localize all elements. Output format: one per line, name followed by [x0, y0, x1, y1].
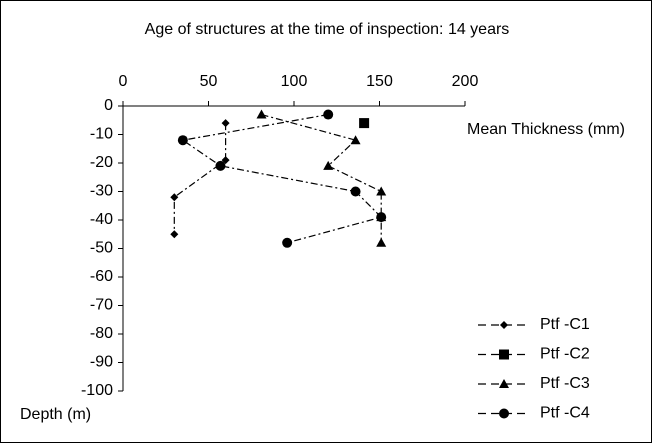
marker — [350, 186, 361, 197]
marker — [376, 186, 387, 196]
marker — [282, 237, 293, 248]
series-line — [261, 113, 382, 243]
legend-marker — [499, 408, 509, 419]
marker — [376, 237, 387, 247]
series-line — [173, 123, 227, 235]
y-tick-label: -20 — [90, 154, 113, 171]
x-tick-label: 100 — [281, 73, 308, 90]
y-tick-label: 0 — [104, 97, 113, 114]
marker — [170, 230, 179, 239]
marker — [256, 109, 267, 119]
legend-label: Ptf -C3 — [540, 375, 590, 392]
marker — [376, 212, 387, 223]
y-axis-label: Depth (m) — [20, 406, 91, 423]
y-tick-label: -80 — [90, 325, 113, 342]
y-tick-label: -60 — [90, 268, 113, 285]
x-tick-label: 50 — [200, 73, 218, 90]
y-tick-label: -30 — [90, 183, 113, 200]
x-tick-label: 0 — [119, 73, 128, 90]
legend-label: Ptf -C1 — [540, 316, 590, 333]
marker — [323, 109, 334, 120]
y-tick-label: -10 — [90, 126, 113, 143]
y-tick-label: -50 — [90, 240, 113, 257]
y-tick-label: -40 — [90, 211, 113, 228]
y-tick-label: -100 — [81, 382, 113, 399]
chart-title: Age of structures at the time of inspect… — [145, 21, 510, 38]
legend-label: Ptf -C4 — [540, 405, 590, 422]
legend-marker — [499, 379, 509, 388]
legend-marker — [499, 349, 509, 360]
marker — [350, 135, 361, 145]
x-axis-label: Mean Thickness (mm) — [467, 121, 625, 138]
marker — [221, 119, 230, 128]
x-tick-label: 200 — [452, 73, 479, 90]
marker — [359, 118, 370, 129]
series-line — [181, 113, 383, 244]
legend-marker — [500, 321, 508, 329]
x-tick-label: 150 — [366, 73, 393, 90]
y-tick-label: -90 — [90, 354, 113, 371]
marker — [170, 193, 179, 202]
marker — [323, 160, 334, 170]
y-tick-label: -70 — [90, 297, 113, 314]
marker — [177, 135, 188, 146]
marker — [215, 160, 226, 171]
legend-label: Ptf -C2 — [540, 346, 590, 363]
